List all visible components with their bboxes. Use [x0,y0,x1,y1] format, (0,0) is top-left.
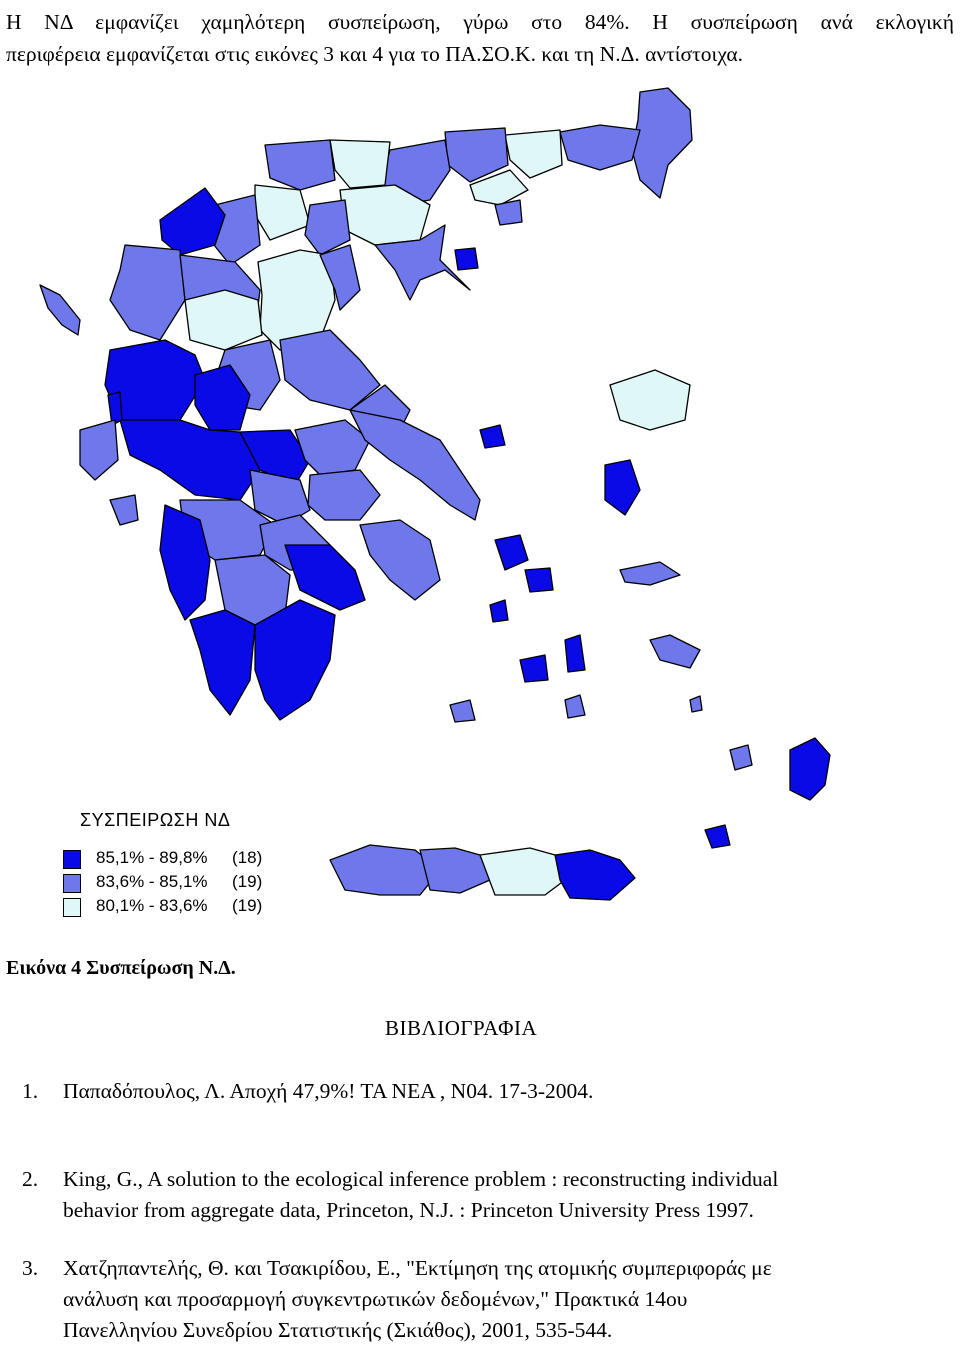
region-lefkada [107,391,123,426]
region-heraklion [479,847,566,896]
reference-item: 2. King, G., A solution to the ecologica… [22,1164,952,1226]
reference-line: Χατζηπαντελής, Θ. και Τσακιρίδου, Ε., "Ε… [63,1256,772,1280]
region-ilia [159,504,211,621]
region-trikala [184,289,263,351]
region-chalkidiki [374,224,471,301]
intro-paragraph: Η ΝΔ εμφανίζει χαμηλότερη συσπείρωση, γύ… [6,6,954,70]
reference-number: 1. [22,1079,39,1103]
reference-line: ανάλυση και προσαρμογή συγκεντρωτικών δε… [63,1287,688,1311]
region-skyros [479,424,506,449]
region-argolida [284,544,366,611]
region-naxos [564,634,586,673]
region-evros [631,87,693,199]
region-lasithi [554,849,636,901]
region-attica [359,519,441,601]
legend-title: ΣΥΣΠΕΙΡΩΣΗ ΝΔ [80,810,231,830]
region-evrytania [239,429,311,486]
region-kalymnos [689,695,703,713]
region-lakonia [254,599,336,721]
reference-item: 3. Χατζηπαντελής, Θ. και Τσακιρίδου, Ε.,… [22,1253,952,1346]
region-evia [349,409,481,521]
reference-line: behavior from aggregate data, Princeton,… [63,1198,754,1222]
reference-line: Πανελληνίου Συνεδρίου Στατιστικής (Σκιάθ… [63,1318,613,1342]
region-milos [449,699,476,723]
legend-swatch-mid [63,874,81,893]
region-lesvos [609,369,691,431]
region-santorini [564,694,586,719]
region-samos [619,561,681,586]
region-rodopi [559,124,641,171]
bibliography-heading: ΒΙΒΛΙΟΓΡΑΦΙΑ [385,1016,538,1040]
region-rhodes [789,737,831,801]
intro-line-2: περιφέρεια εμφανίζεται στις εικόνες 3 κα… [6,42,744,66]
legend-range: 83,6% - 85,1% [96,872,208,891]
region-karpathos [729,744,753,771]
region-kavala [469,169,529,206]
region-pella [264,139,336,191]
region-andros [494,534,529,571]
region-paros [519,654,549,683]
region-thasos [494,199,523,226]
region-sporades [454,247,479,271]
region-zakynthos [109,494,139,526]
region-messinia [189,609,256,716]
region-ioannina-north [159,187,226,256]
reference-line: Παπαδόπουλος, Λ. Αποχή 47,9%! ΤΑ ΝΕΑ , Ν… [63,1079,594,1103]
reference-number: 3. [22,1256,39,1280]
region-larisa [279,329,381,411]
region-florina [254,184,311,241]
reference-line: King, G., A solution to the ecological i… [63,1167,779,1191]
legend-swatch-low [63,898,81,917]
region-syros [489,599,509,623]
map-legend: ΣΥΣΠΕΙΡΩΣΗ ΝΔ 85,1% - 89,8% (18) 83,6% -… [60,810,320,920]
legend-range: 85,1% - 89,8% [96,848,208,867]
region-pieria [319,244,361,311]
region-thesprotia [109,244,186,341]
region-xanthi [504,129,563,179]
figure-caption: Εικόνα 4 Συσπείρωση Ν.Δ. [6,957,236,979]
legend-count: (19) [232,896,263,915]
region-kythira [704,824,731,849]
region-arta [194,364,251,431]
region-kefalonia [79,419,119,481]
region-imathia [304,199,351,256]
reference-item: 1. Παπαδόπουλος, Λ. Αποχή 47,9%! ΤΑ ΝΕΑ … [22,1076,952,1107]
region-tinos [524,567,554,593]
legend-swatch-high [63,850,81,869]
legend-count: (19) [232,872,263,891]
region-kilkis [329,139,391,189]
region-chios [604,459,641,516]
legend-range: 80,1% - 83,6% [96,896,208,915]
greece-prefecture-map [0,80,960,930]
region-corfu [39,284,81,336]
reference-number: 2. [22,1167,39,1191]
region-kos [649,634,701,669]
intro-line-1: Η ΝΔ εμφανίζει χαμηλότερη συσπείρωση, γύ… [6,10,954,34]
region-voiotia [307,469,381,521]
legend-count: (18) [232,848,263,867]
region-aitoloakarnania [119,419,261,501]
